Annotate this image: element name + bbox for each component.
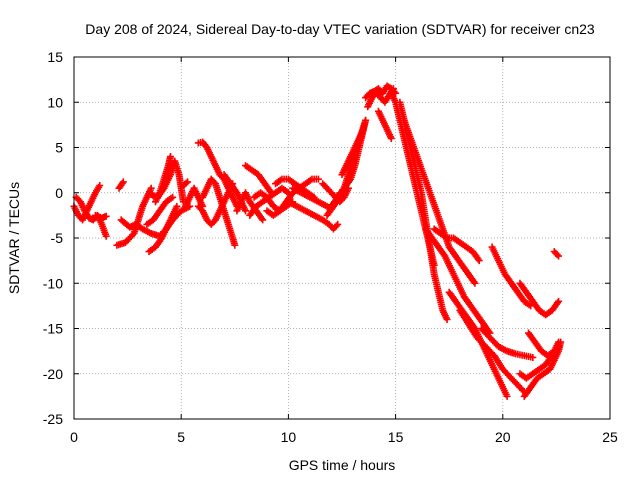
plus-marker [387, 134, 395, 142]
series-arc-41 [516, 279, 563, 319]
y-axis-label: SDTVAR / TECUs [6, 182, 22, 294]
plus-marker [332, 222, 340, 230]
series-arc-45 [550, 248, 563, 260]
plus-marker [471, 279, 479, 287]
series-arc-34 [400, 116, 479, 287]
x-tick-label: 10 [281, 429, 297, 445]
series-arc-11 [181, 184, 207, 210]
y-tick-label: 0 [55, 185, 63, 201]
plus-marker [470, 278, 478, 286]
y-tick-label: 5 [55, 140, 63, 156]
series-arc-3 [91, 211, 110, 222]
series-arc-14 [194, 138, 241, 210]
plus-marker [474, 255, 482, 263]
plus-marker [259, 216, 267, 224]
plus-marker [182, 179, 190, 187]
plus-marker [184, 178, 192, 186]
plus-marker [555, 297, 563, 305]
plus-marker [555, 338, 563, 346]
series-arc-39 [477, 325, 537, 361]
x-tick-label: 20 [495, 429, 511, 445]
plus-marker [475, 257, 483, 265]
series-arc-9 [143, 193, 177, 228]
plus-marker [166, 153, 174, 161]
series-arc-40 [488, 243, 535, 310]
series-arc-36 [430, 225, 483, 265]
plus-marker [553, 251, 561, 259]
y-tick-label: -25 [43, 411, 63, 427]
series-arc-15 [199, 175, 239, 249]
x-tick-label: 25 [602, 429, 618, 445]
series-arc-44 [525, 329, 563, 360]
plus-marker [173, 202, 181, 210]
y-tick-label: 10 [47, 94, 63, 110]
plus-marker [362, 116, 370, 124]
plus-marker [242, 207, 250, 215]
series-arc-23 [284, 198, 342, 233]
series-arc-28 [338, 125, 367, 179]
series-arc-31 [374, 107, 395, 142]
y-tick-label: 15 [47, 49, 63, 65]
series-arc-12 [179, 178, 192, 190]
plus-marker [169, 193, 177, 201]
plus-marker [555, 252, 563, 260]
plus-marker [258, 214, 266, 222]
series-arc-35 [422, 225, 494, 337]
y-tick-label: -10 [43, 275, 63, 291]
plus-marker [147, 184, 155, 192]
series-arc-2 [72, 193, 110, 240]
chart-title: Day 208 of 2024, Sidereal Day-to-day VTE… [85, 21, 595, 37]
x-tick-label: 15 [388, 429, 404, 445]
plus-marker [389, 85, 397, 93]
plus-marker [359, 125, 367, 133]
x-tick-label: 5 [177, 429, 185, 445]
plus-marker [231, 241, 239, 249]
y-tick-label: -5 [51, 230, 64, 246]
x-tick-label: 0 [70, 429, 78, 445]
series-arc-7 [145, 202, 181, 256]
plus-marker [553, 299, 561, 307]
series-arc-4 [115, 178, 127, 192]
plus-marker [529, 353, 537, 361]
y-tick-label: -15 [43, 321, 63, 337]
plus-marker [443, 315, 451, 323]
plus-marker [334, 220, 342, 228]
plus-marker [96, 182, 104, 190]
plus-marker [503, 392, 511, 400]
plus-marker [314, 175, 322, 183]
plus-marker [119, 178, 127, 186]
y-axis-ticks: -25 -20 -15 -10 -5 0 5 10 15 [43, 49, 610, 427]
x-axis-label: GPS time / hours [289, 457, 396, 473]
x-axis-ticks: 0 5 10 15 20 25 [70, 57, 618, 445]
plus-marker [102, 232, 110, 240]
plus-marker [102, 212, 110, 220]
y-tick-label: -20 [43, 366, 63, 382]
data-marks [70, 82, 565, 400]
